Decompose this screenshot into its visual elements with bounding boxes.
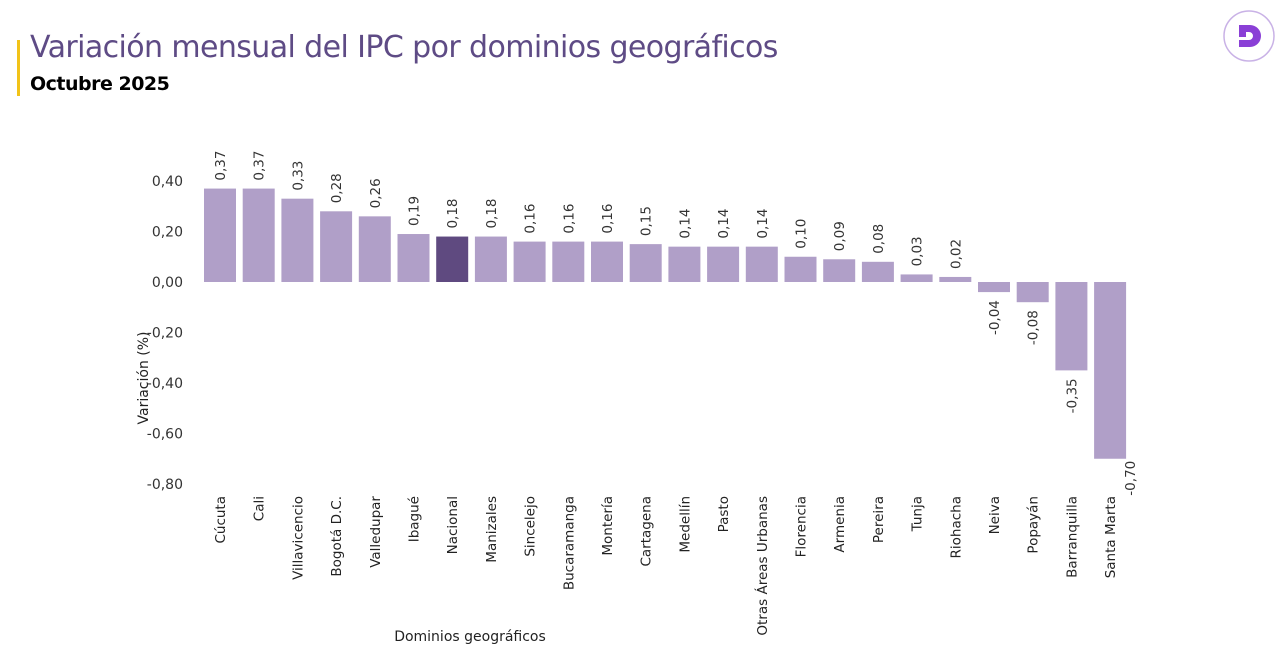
title-accent-bar bbox=[17, 40, 20, 96]
bar-c-cuta bbox=[204, 188, 236, 282]
data-label: 0,16 bbox=[523, 204, 539, 234]
bar-villavicencio bbox=[281, 198, 314, 282]
x-tick-label: Otras Áreas Urbanas bbox=[754, 496, 771, 636]
bar-bucaramanga bbox=[552, 241, 585, 282]
y-tick-label: -0,40 bbox=[147, 376, 183, 392]
data-label: 0,15 bbox=[639, 206, 655, 236]
bar-monter-a bbox=[591, 241, 623, 282]
x-tick-label: Tunja bbox=[910, 496, 926, 532]
x-tick-label: Bogotá D.C. bbox=[329, 496, 345, 577]
x-tick-label: Cúcuta bbox=[213, 496, 229, 544]
bar-tunja bbox=[900, 274, 933, 282]
y-axis-label: Variación (%) bbox=[136, 332, 152, 425]
bar-sincelejo bbox=[513, 241, 546, 282]
x-tick-label: Cartagena bbox=[639, 496, 655, 567]
page-title: Variación mensual del IPC por dominios g… bbox=[30, 30, 778, 65]
x-tick-label: Bucaramanga bbox=[561, 496, 577, 590]
x-tick-label: Sincelejo bbox=[523, 496, 539, 557]
x-tick-label: Riohacha bbox=[948, 496, 964, 558]
bar-cali bbox=[242, 188, 275, 282]
data-label: 0,08 bbox=[871, 224, 887, 254]
data-label: 0,16 bbox=[561, 204, 577, 234]
data-label: 0,26 bbox=[368, 178, 384, 208]
y-tick-label: -0,80 bbox=[147, 477, 183, 493]
x-tick-label: Armenia bbox=[832, 496, 848, 553]
data-label: 0,19 bbox=[407, 196, 423, 226]
bar-valledupar bbox=[358, 216, 391, 282]
data-label: 0,02 bbox=[948, 239, 964, 269]
data-label: 0,37 bbox=[252, 151, 268, 181]
data-label: 0,28 bbox=[329, 173, 345, 203]
bar-neiva bbox=[978, 282, 1010, 293]
data-label: 0,14 bbox=[716, 209, 732, 239]
data-label: -0,04 bbox=[987, 300, 1003, 335]
data-label: 0,14 bbox=[755, 209, 771, 239]
bar-otras-reas-urbanas bbox=[745, 246, 778, 282]
data-label: -0,35 bbox=[1064, 378, 1080, 413]
y-tick-label: -0,60 bbox=[147, 427, 183, 443]
x-tick-label: Ibagué bbox=[407, 496, 423, 542]
x-tick-label: Florencia bbox=[794, 496, 810, 557]
y-tick-label: 0,20 bbox=[152, 225, 183, 241]
x-tick-label: Pasto bbox=[716, 496, 732, 532]
x-axis-label: Dominios geográficos bbox=[394, 629, 546, 645]
data-label: 0,37 bbox=[213, 151, 229, 181]
x-tick-label: Nacional bbox=[445, 496, 461, 554]
data-label: 0,14 bbox=[677, 209, 693, 239]
x-tick-label: Montería bbox=[600, 496, 616, 556]
data-label: 0,33 bbox=[290, 161, 306, 191]
data-label: 0,10 bbox=[794, 219, 810, 249]
bar-popay-n bbox=[1016, 282, 1049, 303]
bar-cartagena bbox=[629, 244, 662, 282]
y-tick-label: 0,00 bbox=[152, 275, 183, 291]
x-tick-label: Pereira bbox=[871, 496, 887, 543]
bar-armenia bbox=[823, 259, 856, 282]
data-label: -0,70 bbox=[1123, 461, 1139, 496]
x-tick-label: Santa Marta bbox=[1103, 496, 1119, 578]
bar-manizales bbox=[474, 236, 507, 282]
bar-florencia bbox=[784, 256, 817, 282]
x-tick-label: Medellín bbox=[677, 496, 693, 553]
bar-santa-marta bbox=[1094, 282, 1127, 459]
x-tick-label: Cali bbox=[252, 496, 268, 521]
data-label: 0,18 bbox=[484, 198, 500, 228]
bar-pereira bbox=[861, 261, 894, 282]
data-label: 0,18 bbox=[445, 198, 461, 228]
data-label: 0,09 bbox=[832, 221, 848, 251]
page-subtitle: Octubre 2025 bbox=[30, 73, 170, 95]
data-label: 0,03 bbox=[910, 236, 926, 266]
y-tick-label: -0,20 bbox=[147, 326, 183, 342]
data-label: -0,08 bbox=[1026, 310, 1042, 345]
y-tick-label: 0,40 bbox=[152, 174, 183, 190]
dane-d-logo-icon bbox=[1223, 10, 1275, 62]
bar-medell-n bbox=[668, 246, 701, 282]
x-tick-label: Popayán bbox=[1026, 496, 1042, 554]
bar-bogot-d-c- bbox=[320, 211, 353, 282]
x-tick-label: Barranquilla bbox=[1064, 496, 1080, 578]
x-tick-label: Villavicencio bbox=[290, 496, 306, 580]
x-tick-label: Manizales bbox=[484, 496, 500, 563]
x-tick-label: Neiva bbox=[987, 496, 1003, 534]
bar-pasto bbox=[707, 246, 740, 282]
bar-ibagu- bbox=[397, 234, 430, 282]
bar-barranquilla bbox=[1055, 282, 1088, 371]
data-label: 0,16 bbox=[600, 204, 616, 234]
bar-riohacha bbox=[939, 276, 972, 282]
bar-nacional bbox=[436, 236, 469, 282]
x-tick-label: Valledupar bbox=[368, 496, 384, 568]
